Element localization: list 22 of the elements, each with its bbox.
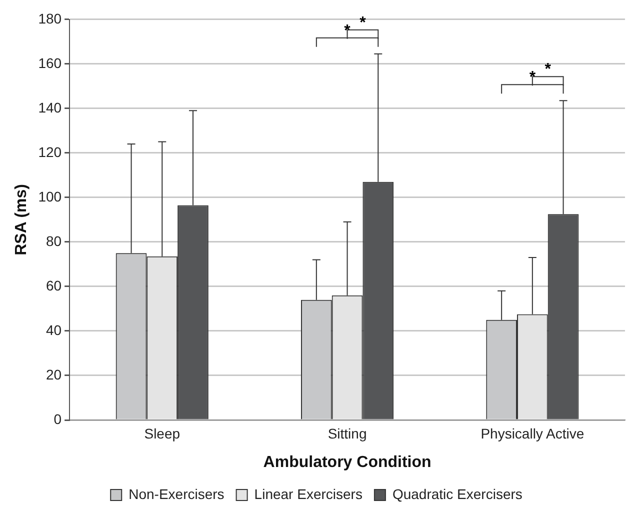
y-tick-label: 160 (38, 54, 62, 71)
legend-label: Linear Exercisers (254, 486, 362, 502)
annotation: * (529, 69, 536, 86)
x-tick-label: Physically Active (480, 425, 584, 442)
y-tick-label: 20 (46, 366, 62, 382)
y-tick-label: 120 (38, 144, 62, 160)
legend-label: Quadratic Exercisers (392, 486, 522, 502)
y-tick-label: 80 (46, 232, 62, 249)
y-tick-label: 40 (46, 322, 62, 338)
x-tick-label: Sleep (144, 425, 180, 442)
y-tick-label: 0 (54, 410, 62, 427)
annotation: * (344, 22, 352, 40)
annotation: * (360, 14, 367, 32)
y-tick-label: 180 (38, 10, 62, 26)
x-axis-title: Ambulatory Condition (263, 454, 432, 471)
legend-label: Non-Exercisers (128, 486, 224, 502)
y-axis-title: RSA (ms) (13, 184, 30, 256)
y-tick-label: 60 (46, 277, 62, 294)
y-tick-label: 140 (38, 99, 62, 116)
y-tick-label: 100 (38, 188, 62, 204)
x-tick-label: Sitting (328, 425, 367, 442)
annotation: * (544, 61, 552, 78)
